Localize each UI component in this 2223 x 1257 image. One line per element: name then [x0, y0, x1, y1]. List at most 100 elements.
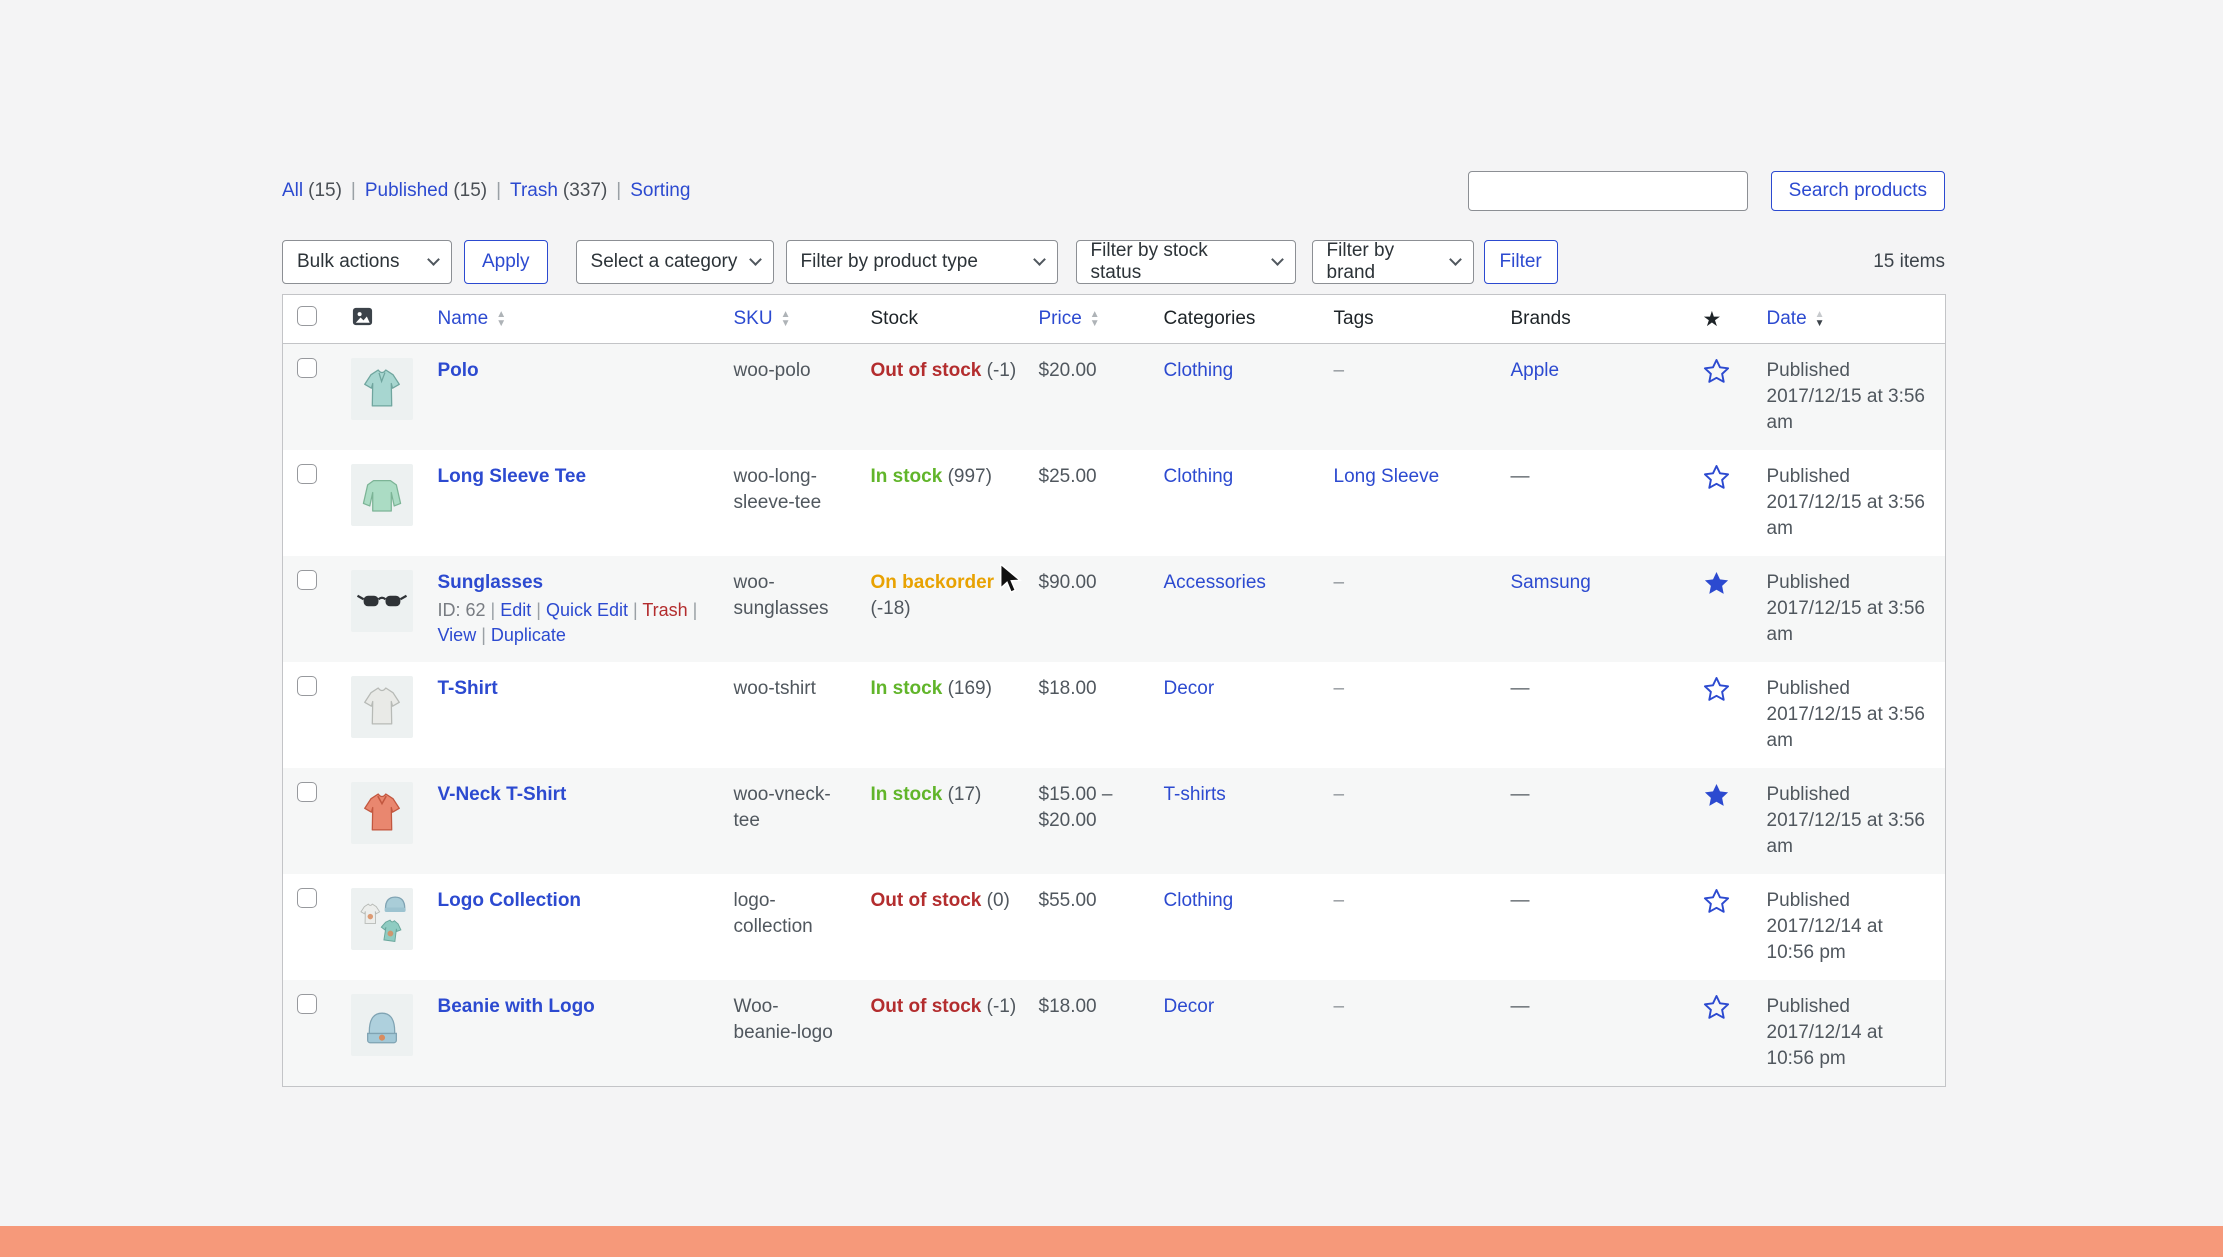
category-link[interactable]: Clothing: [1164, 360, 1234, 381]
row-checkbox[interactable]: [297, 994, 317, 1014]
bulk-actions-select[interactable]: Bulk actions: [282, 240, 452, 284]
tshirt-thumbnail-icon: [351, 676, 413, 738]
category-link[interactable]: T-shirts: [1164, 784, 1226, 805]
brand-link[interactable]: Apple: [1511, 360, 1560, 381]
view-link-sorting[interactable]: Sorting: [630, 180, 690, 201]
date-text: 2017/12/15 at 3:56: [1767, 598, 1925, 619]
product-name-link[interactable]: Long Sleeve Tee: [438, 466, 587, 487]
row-action-duplicate[interactable]: Duplicate: [491, 625, 566, 645]
price-text: $20.00: [1039, 810, 1097, 831]
sort-header-date[interactable]: Date: [1767, 308, 1825, 330]
tag-empty-dash: –: [1334, 360, 1345, 381]
price-cell: $15.00 –$20.00: [1029, 768, 1151, 874]
brand-filter-label: Filter by brand: [1327, 240, 1439, 284]
view-link-published[interactable]: Published: [365, 180, 448, 201]
search-input[interactable]: [1468, 171, 1748, 211]
product-image-cell: [331, 768, 423, 874]
sort-arrows-icon: [496, 310, 506, 328]
featured-cell: [1687, 344, 1755, 451]
row-select-cell: [283, 980, 331, 1087]
category-link[interactable]: Accessories: [1164, 572, 1266, 593]
separator-icon: |: [531, 600, 546, 620]
product-sku-cell: woo-long-sleeve-tee: [723, 450, 861, 556]
chevron-down-icon: [1271, 253, 1284, 266]
row-action-view[interactable]: View: [438, 625, 477, 645]
row-action-trash[interactable]: Trash: [642, 600, 687, 620]
featured-star-outline-icon[interactable]: [1703, 464, 1730, 499]
select-all-checkbox[interactable]: [297, 306, 317, 326]
featured-cell: [1687, 450, 1755, 556]
price-text: $55.00: [1039, 890, 1097, 911]
featured-star-outline-icon[interactable]: [1703, 888, 1730, 923]
row-checkbox[interactable]: [297, 676, 317, 696]
featured-star-outline-icon[interactable]: [1703, 994, 1730, 1029]
sort-header-sku[interactable]: SKU: [734, 308, 791, 330]
product-type-filter-select[interactable]: Filter by product type: [786, 240, 1058, 284]
search-products-button[interactable]: Search products: [1771, 171, 1945, 211]
tags-cell: –: [1323, 874, 1499, 980]
row-action-id-62: ID: 62: [438, 600, 486, 620]
chevron-down-icon: [427, 253, 440, 266]
sku-text: sunglasses: [734, 598, 829, 619]
sort-header-name[interactable]: Name: [438, 308, 507, 330]
filter-button[interactable]: Filter: [1484, 240, 1558, 284]
separator-icon: |: [688, 600, 698, 620]
stock-status: Out of stock: [871, 996, 982, 1017]
price-text: $90.00: [1039, 572, 1097, 593]
row-action-edit[interactable]: Edit: [500, 600, 531, 620]
stock-cell: Out of stock (0): [861, 874, 1029, 980]
date-text: Published: [1767, 678, 1850, 699]
separator-icon: |: [476, 625, 491, 645]
brand-filter-select[interactable]: Filter by brand: [1312, 240, 1474, 284]
product-name-link[interactable]: Logo Collection: [438, 890, 582, 911]
stock-status: Out of stock: [871, 890, 982, 911]
sku-text: woo-: [734, 572, 775, 593]
category-link[interactable]: Decor: [1164, 996, 1215, 1017]
date-text: am: [1767, 730, 1793, 751]
sku-text: Woo-: [734, 996, 779, 1017]
brand-empty-dash: —: [1511, 996, 1530, 1017]
row-action-quick-edit[interactable]: Quick Edit: [546, 600, 628, 620]
product-name-link[interactable]: V-Neck T-Shirt: [438, 784, 567, 805]
brands-cell: —: [1499, 980, 1687, 1087]
row-checkbox[interactable]: [297, 570, 317, 590]
stock-status: In stock: [871, 678, 943, 699]
view-links: All(15)|Published(15)|Trash(337)|Sorting: [282, 180, 690, 202]
apply-button[interactable]: Apply: [464, 240, 548, 284]
row-checkbox[interactable]: [297, 464, 317, 484]
row-checkbox[interactable]: [297, 358, 317, 378]
image-column-icon: [351, 305, 374, 334]
featured-cell: [1687, 874, 1755, 980]
sku-text: sleeve-tee: [734, 492, 822, 513]
featured-cell: [1687, 662, 1755, 768]
tag-empty-dash: –: [1334, 996, 1345, 1017]
product-name-link[interactable]: T-Shirt: [438, 678, 498, 699]
featured-star-filled-icon[interactable]: [1703, 570, 1730, 605]
category-filter-select[interactable]: Select a category: [576, 240, 774, 284]
categories-cell: Clothing: [1151, 450, 1323, 556]
mouse-cursor: [996, 563, 1026, 595]
row-checkbox[interactable]: [297, 782, 317, 802]
category-link[interactable]: Decor: [1164, 678, 1215, 699]
stock-status-filter-select[interactable]: Filter by stock status: [1076, 240, 1296, 284]
view-link-all[interactable]: All: [282, 180, 303, 201]
featured-star-outline-icon[interactable]: [1703, 358, 1730, 393]
category-link[interactable]: Clothing: [1164, 890, 1234, 911]
featured-star-filled-icon[interactable]: [1703, 782, 1730, 817]
row-checkbox[interactable]: [297, 888, 317, 908]
product-name-link[interactable]: Polo: [438, 360, 479, 381]
tag-link[interactable]: Long Sleeve: [1334, 466, 1440, 487]
brand-link[interactable]: Samsung: [1511, 572, 1591, 593]
sort-header-price[interactable]: Price: [1039, 308, 1100, 330]
categories-cell: Clothing: [1151, 874, 1323, 980]
view-link-trash[interactable]: Trash: [510, 180, 558, 201]
category-link[interactable]: Clothing: [1164, 466, 1234, 487]
price-cell: $55.00: [1029, 874, 1151, 980]
sku-text: woo-polo: [734, 360, 811, 381]
tags-cell: –: [1323, 556, 1499, 662]
featured-star-outline-icon[interactable]: [1703, 676, 1730, 711]
page: { "colors": { "link_blue": "#2c4ad0", "p…: [0, 0, 2223, 1257]
date-text: 2017/12/15 at 3:56: [1767, 492, 1925, 513]
product-name-link[interactable]: Sunglasses: [438, 572, 544, 593]
product-name-link[interactable]: Beanie with Logo: [438, 996, 595, 1017]
